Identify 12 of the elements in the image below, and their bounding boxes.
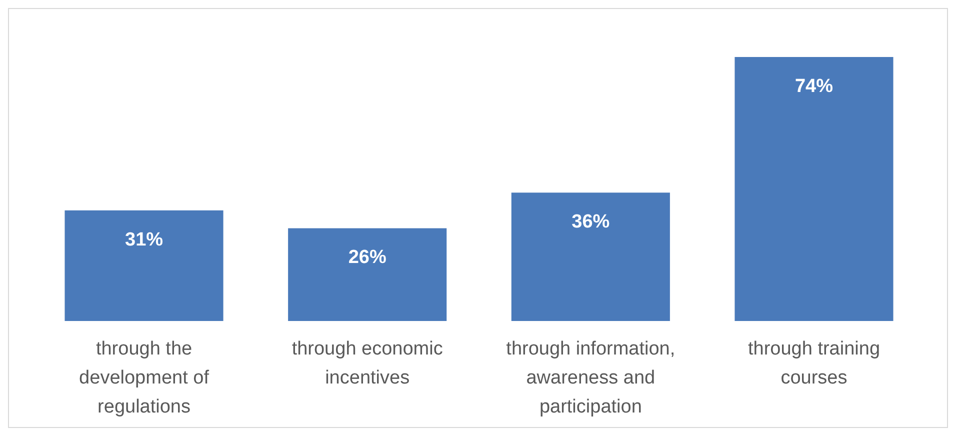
data-label: 36% xyxy=(572,212,610,233)
bar xyxy=(288,228,447,321)
bar xyxy=(511,192,670,321)
x-tick-label: through information, awareness and participation xyxy=(506,338,676,418)
bar xyxy=(734,57,894,321)
x-tick-label: through the development of regulations xyxy=(79,338,210,418)
data-label: 31% xyxy=(124,229,164,250)
x-tick-label: through economic incentives xyxy=(292,338,443,388)
bar xyxy=(64,210,224,321)
x-tick-label: through training courses xyxy=(748,338,880,388)
data-label: 26% xyxy=(348,247,386,268)
data-label: 74% xyxy=(794,76,834,97)
